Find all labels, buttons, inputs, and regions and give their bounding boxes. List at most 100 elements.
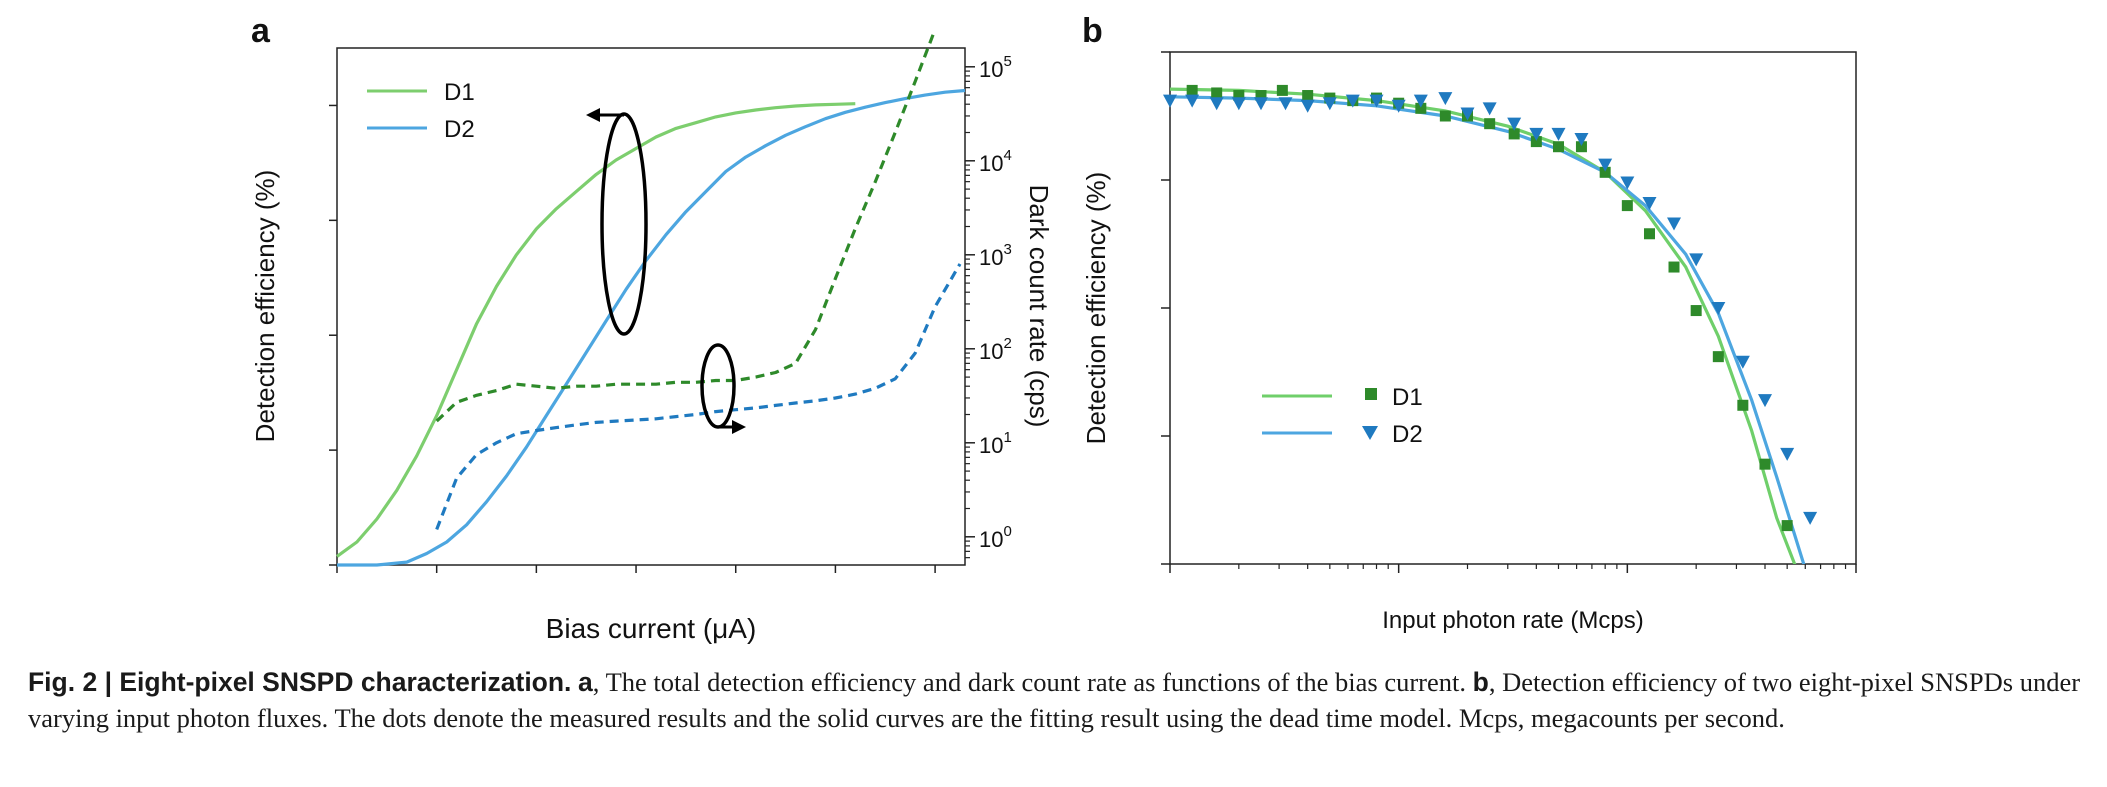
data-point-d1	[1690, 305, 1702, 317]
legend-b-d1-label: D1	[1392, 384, 1423, 411]
y2-tick-label: 105	[979, 53, 1012, 82]
data-point-d1	[1255, 90, 1267, 102]
y2-tick-exponent: 4	[1003, 147, 1011, 164]
panel-a-x-axis-label: Bias current (μA)	[546, 613, 757, 644]
data-point-d2	[1209, 97, 1224, 111]
data-point-d2	[1163, 94, 1177, 108]
data-point-d1	[1508, 128, 1520, 140]
data-point-d2	[1300, 99, 1315, 113]
legend-b-d2-label: D2	[1392, 421, 1423, 448]
data-point-d1	[1781, 520, 1793, 532]
annotation-ellipse-right-axis	[700, 343, 736, 429]
panel-a-x-ticks	[336, 565, 936, 573]
panel-b-legend: D1 D2	[1262, 384, 1423, 448]
data-point-d1	[1621, 200, 1633, 212]
data-point-d2	[1598, 158, 1613, 172]
data-point-d2	[1369, 94, 1384, 108]
panel-b-x-ticks	[1169, 564, 1857, 573]
caption-a-label: a	[578, 667, 593, 697]
y2-tick-base: 10	[979, 245, 1003, 270]
y2-tick-exponent: 3	[1003, 241, 1011, 258]
data-point-d2	[1551, 127, 1566, 141]
y2-tick-exponent: 2	[1003, 335, 1011, 352]
panel-a-legend: D1 D2	[367, 79, 475, 143]
data-point-d1	[1484, 118, 1496, 130]
panel-b-y-axis-label: Detection efficiency (%)	[1081, 172, 1111, 445]
data-point-d2	[1803, 511, 1818, 525]
panel-a-y-ticks	[329, 104, 337, 566]
y2-tick-base: 10	[979, 433, 1003, 458]
y2-tick-label: 101	[979, 429, 1012, 458]
y2-tick-label: 104	[979, 147, 1012, 176]
panel-b-x-axis-label: Input photon rate (Mcps)	[1382, 607, 1643, 634]
series-line-d2	[337, 88, 966, 567]
panel-a-series	[336, 28, 966, 567]
panel-a-y-axis-label: Detection efficiency (%)	[250, 170, 280, 443]
y2-tick-base: 10	[979, 527, 1003, 552]
series-line-d1	[336, 102, 856, 558]
panel-b-y-ticks	[1161, 51, 1170, 565]
data-point-d1	[1552, 141, 1564, 153]
arrow-right-icon	[732, 420, 746, 434]
y2-tick-exponent: 5	[1003, 53, 1011, 70]
data-point-d2	[1667, 217, 1682, 231]
data-point-d2	[1711, 302, 1726, 315]
data-point-d2	[1345, 94, 1360, 108]
data-point-d1	[1302, 90, 1314, 102]
caption-b-text: , Detection efficiency of two eight-pixe…	[28, 667, 2081, 733]
data-point-d1	[1759, 458, 1771, 470]
data-point-d1	[1575, 141, 1587, 153]
data-point-d1	[1439, 110, 1451, 122]
legend-d2-label: D2	[444, 116, 475, 143]
series-line-d1-dark-count	[435, 28, 937, 423]
data-point-d2	[1185, 94, 1200, 108]
y2-tick-base: 10	[979, 151, 1003, 176]
panel-a-y2-axis-label: Dark count rate (cps)	[1024, 185, 1054, 428]
y2-tick-base: 10	[979, 339, 1003, 364]
caption-a-text: , The total detection efficiency and dar…	[592, 667, 1466, 697]
data-point-d2	[1253, 97, 1268, 111]
data-point-d2	[1735, 355, 1750, 369]
data-point-d2	[1642, 197, 1657, 211]
data-point-d2	[1620, 176, 1635, 190]
panel-a-plot-frame	[336, 47, 966, 566]
annotation-ellipse-left-axis	[600, 112, 648, 336]
data-point-d2	[1322, 97, 1337, 111]
panel-a-letter: a	[251, 12, 271, 50]
data-point-d1	[1530, 136, 1542, 148]
legend-b-d2-marker	[1362, 426, 1378, 440]
data-point-d1	[1276, 84, 1288, 96]
panel-a-annotations	[586, 108, 746, 434]
data-point-d2	[1438, 92, 1453, 106]
y2-tick-label: 100	[979, 523, 1012, 552]
panel-b-series	[1163, 84, 1818, 564]
data-point-d1	[1599, 166, 1611, 178]
series-line-d2-dark-count	[435, 263, 962, 530]
data-point-d1	[1643, 228, 1655, 240]
data-point-d2	[1460, 107, 1475, 121]
data-point-d2	[1482, 102, 1497, 116]
data-point-d1	[1668, 261, 1680, 273]
data-point-d2	[1529, 127, 1544, 141]
data-point-d2	[1780, 447, 1795, 461]
data-point-d2	[1278, 97, 1293, 111]
panel-b-letter: b	[1082, 12, 1103, 50]
y2-tick-exponent: 1	[1003, 429, 1011, 446]
data-point-d1	[1186, 84, 1198, 96]
panel-b-chart: Input photon rate (Mcps) Detection effic…	[1081, 51, 1857, 634]
fit-curve-d1	[1170, 87, 1797, 564]
data-point-d2	[1574, 133, 1589, 147]
data-point-d1	[1415, 102, 1427, 114]
data-point-d1	[1233, 90, 1245, 102]
caption-b-label: b	[1472, 667, 1489, 697]
data-point-d1	[1211, 87, 1223, 99]
legend-b-d1-marker	[1365, 388, 1377, 400]
legend-d1-label: D1	[444, 79, 475, 106]
data-point-d2	[1507, 117, 1522, 131]
figure-caption: Fig. 2 | Eight-pixel SNSPD characterizat…	[28, 664, 2088, 736]
caption-fig-label: Fig. 2 | Eight-pixel SNSPD characterizat…	[28, 667, 572, 697]
data-point-d2	[1231, 97, 1246, 111]
